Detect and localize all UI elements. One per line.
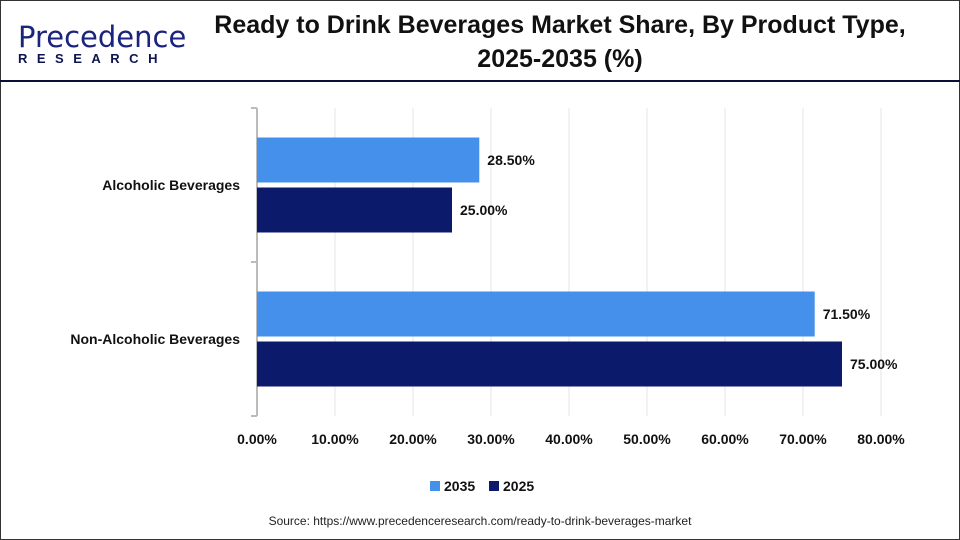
category-label: Non-Alcoholic Beverages	[70, 331, 240, 347]
x-tick-label: 70.00%	[779, 431, 827, 447]
x-tick-label: 20.00%	[389, 431, 437, 447]
chart-title: Ready to Drink Beverages Market Share, B…	[214, 11, 906, 73]
data-label: 28.50%	[487, 152, 535, 168]
x-tick-label: 40.00%	[545, 431, 593, 447]
bar-2035	[257, 291, 815, 337]
x-tick-label: 60.00%	[701, 431, 749, 447]
x-tick-label: 0.00%	[237, 431, 277, 447]
bar-2025	[257, 341, 842, 387]
logo-wordmark: Precedence	[18, 20, 187, 54]
data-label: 75.00%	[850, 356, 898, 372]
legend-label: 2035	[444, 478, 475, 494]
data-label: 25.00%	[460, 202, 508, 218]
logo-subtitle: RESEARCH	[18, 51, 167, 66]
header-divider	[0, 80, 960, 82]
source-note: Source: https://www.precedenceresearch.c…	[268, 514, 692, 528]
bar-2035	[257, 137, 480, 183]
data-label: 71.50%	[823, 306, 871, 322]
x-tick-label: 80.00%	[857, 431, 905, 447]
legend-swatch-2025	[489, 481, 499, 491]
x-tick-label: 30.00%	[467, 431, 515, 447]
bar-2025	[257, 187, 452, 233]
legend-label: 2025	[503, 478, 534, 494]
x-tick-label: 50.00%	[623, 431, 671, 447]
x-tick-label: 10.00%	[311, 431, 359, 447]
logo: Precedence RESEARCH	[18, 22, 186, 66]
category-label: Alcoholic Beverages	[102, 177, 240, 193]
legend-swatch-2035	[430, 481, 440, 491]
